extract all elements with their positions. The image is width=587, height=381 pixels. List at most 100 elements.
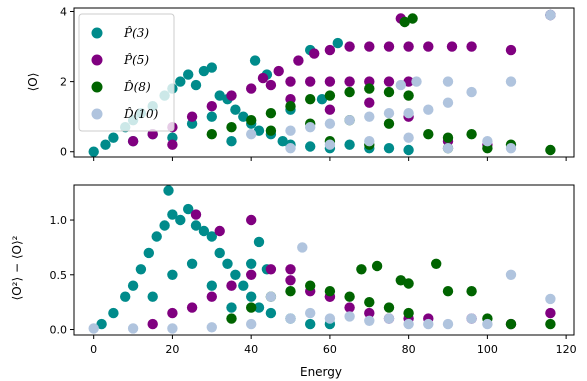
top-point-s3-10	[466, 86, 477, 98]
bottom-axis-ticks: 0 20 40 60 80 100 120 0.0 0.5 1.0	[50, 214, 577, 356]
bottom-x-tick-label-2: 40	[244, 343, 258, 356]
top-point-s1-17	[293, 55, 304, 66]
bottom-point-s2-19	[545, 318, 556, 330]
bottom-point-s3-14	[466, 313, 477, 324]
bottom-point-s3-5	[285, 313, 296, 324]
top-point-s3-6	[383, 108, 395, 119]
top-point-s3-3	[324, 118, 336, 129]
top-point-s0-27	[383, 143, 395, 154]
bottom-point-s0-5	[143, 247, 154, 259]
bottom-point-s0-10	[175, 214, 186, 226]
bottom-point-s0-13	[198, 225, 210, 237]
top-point-s0-1	[100, 139, 111, 150]
top-point-s2-2	[246, 115, 257, 126]
bottom-point-s0-1	[108, 307, 119, 319]
bottom-point-s0-29	[226, 302, 237, 313]
bottom-point-s0-7	[159, 220, 170, 231]
top-point-s2-14	[383, 118, 395, 129]
bottom-point-s0-0	[96, 318, 107, 330]
top-point-s3-5	[364, 111, 375, 122]
top-point-s3-18	[403, 132, 414, 143]
top-point-s1-19	[324, 44, 336, 56]
top-point-s3-4	[344, 115, 355, 126]
top-point-s3-11	[505, 76, 517, 87]
bottom-point-s3-15	[482, 318, 493, 330]
top-point-s0-19	[253, 125, 265, 136]
bottom-point-s3-2	[167, 323, 178, 334]
top-point-s0-23	[305, 141, 316, 152]
bottom-point-s0-14	[206, 231, 217, 242]
top-point-s1-10	[324, 76, 336, 87]
top-point-s0-21	[277, 136, 288, 147]
bottom-point-s0-15	[214, 247, 225, 259]
top-point-s0-28	[403, 144, 414, 156]
bottom-point-s0-12	[190, 220, 202, 231]
bottom-point-s3-16	[505, 269, 517, 280]
bottom-point-s2-13	[403, 278, 414, 289]
legend: P̂(3) P̂(5) D̂(8) D̂(10)	[78, 13, 175, 132]
legend-label-p3: P̂(3)	[123, 25, 149, 40]
top-point-s1-27	[505, 44, 517, 56]
bottom-point-s0-21	[265, 307, 277, 319]
bottom-point-s2-0	[226, 313, 237, 324]
bottom-point-s1-22	[545, 307, 556, 319]
top-point-s0-13	[206, 62, 217, 73]
top-point-s0-25	[344, 139, 355, 150]
bottom-point-s1-16	[246, 214, 257, 226]
bottom-y-axis-label: ⟨O²⟩ − ⟨O⟩²	[10, 235, 24, 300]
bottom-point-s3-1	[127, 323, 139, 334]
top-point-s2-17	[466, 129, 477, 140]
top-point-s1-32	[364, 97, 375, 108]
bottom-point-s3-19	[265, 291, 277, 302]
bottom-point-s2-5	[324, 286, 336, 297]
top-point-s1-15	[257, 72, 269, 84]
bottom-point-s2-9	[403, 307, 414, 319]
bottom-point-s2-10	[356, 264, 367, 275]
top-point-s3-21	[505, 143, 517, 154]
top-point-s0-12	[198, 65, 210, 77]
bottom-point-s3-0	[88, 323, 99, 334]
top-point-s1-24	[423, 41, 434, 52]
legend-label-d8: D̂(8)	[123, 79, 151, 94]
bottom-point-s0-17	[230, 269, 241, 280]
top-point-s0-39	[226, 136, 237, 147]
top-y-tick-label-1: 2	[60, 76, 67, 89]
bottom-point-s1-15	[214, 225, 225, 237]
bottom-point-s1-17	[285, 264, 296, 275]
legend-marker-d8	[91, 81, 103, 93]
top-point-s3-1	[285, 125, 296, 136]
bottom-point-s2-14	[431, 258, 442, 269]
top-axis-ticks: 0 2 4	[60, 6, 567, 161]
bottom-point-s3-17	[545, 293, 556, 305]
bottom-x-tick-label-4: 80	[402, 343, 416, 356]
bottom-plot-frame	[73, 184, 575, 336]
bottom-point-s1-4	[226, 280, 237, 291]
top-point-s0-14	[214, 90, 225, 101]
bottom-point-s0-30	[246, 258, 257, 269]
top-point-s1-5	[226, 90, 237, 101]
top-point-s2-8	[364, 83, 375, 94]
top-point-s0-17	[238, 111, 249, 122]
bottom-point-s0-11	[183, 203, 194, 215]
top-point-s3-14	[411, 76, 422, 87]
top-point-s3-7	[403, 108, 414, 119]
top-point-s2-19	[407, 13, 418, 24]
top-point-s1-36	[167, 139, 178, 150]
bottom-point-s1-11	[364, 307, 375, 319]
top-point-s1-1	[147, 129, 158, 140]
top-y-tick-label-2: 4	[60, 6, 67, 19]
top-y-tick-label-0: 0	[60, 146, 67, 159]
top-point-s3-9	[442, 97, 454, 108]
bottom-point-s0-4	[135, 264, 147, 275]
top-point-s2-22	[545, 144, 556, 156]
top-point-s3-8	[423, 104, 434, 115]
top-point-s1-7	[265, 79, 277, 91]
top-point-s1-0	[127, 136, 139, 147]
bottom-point-s3-13	[442, 318, 454, 330]
bottom-point-s3-18	[297, 242, 308, 253]
top-point-s2-6	[324, 90, 336, 101]
top-point-s1-18	[309, 48, 320, 59]
bottom-point-s2-3	[285, 286, 296, 297]
top-point-s0-38	[206, 111, 217, 122]
top-point-s2-5	[305, 94, 316, 105]
